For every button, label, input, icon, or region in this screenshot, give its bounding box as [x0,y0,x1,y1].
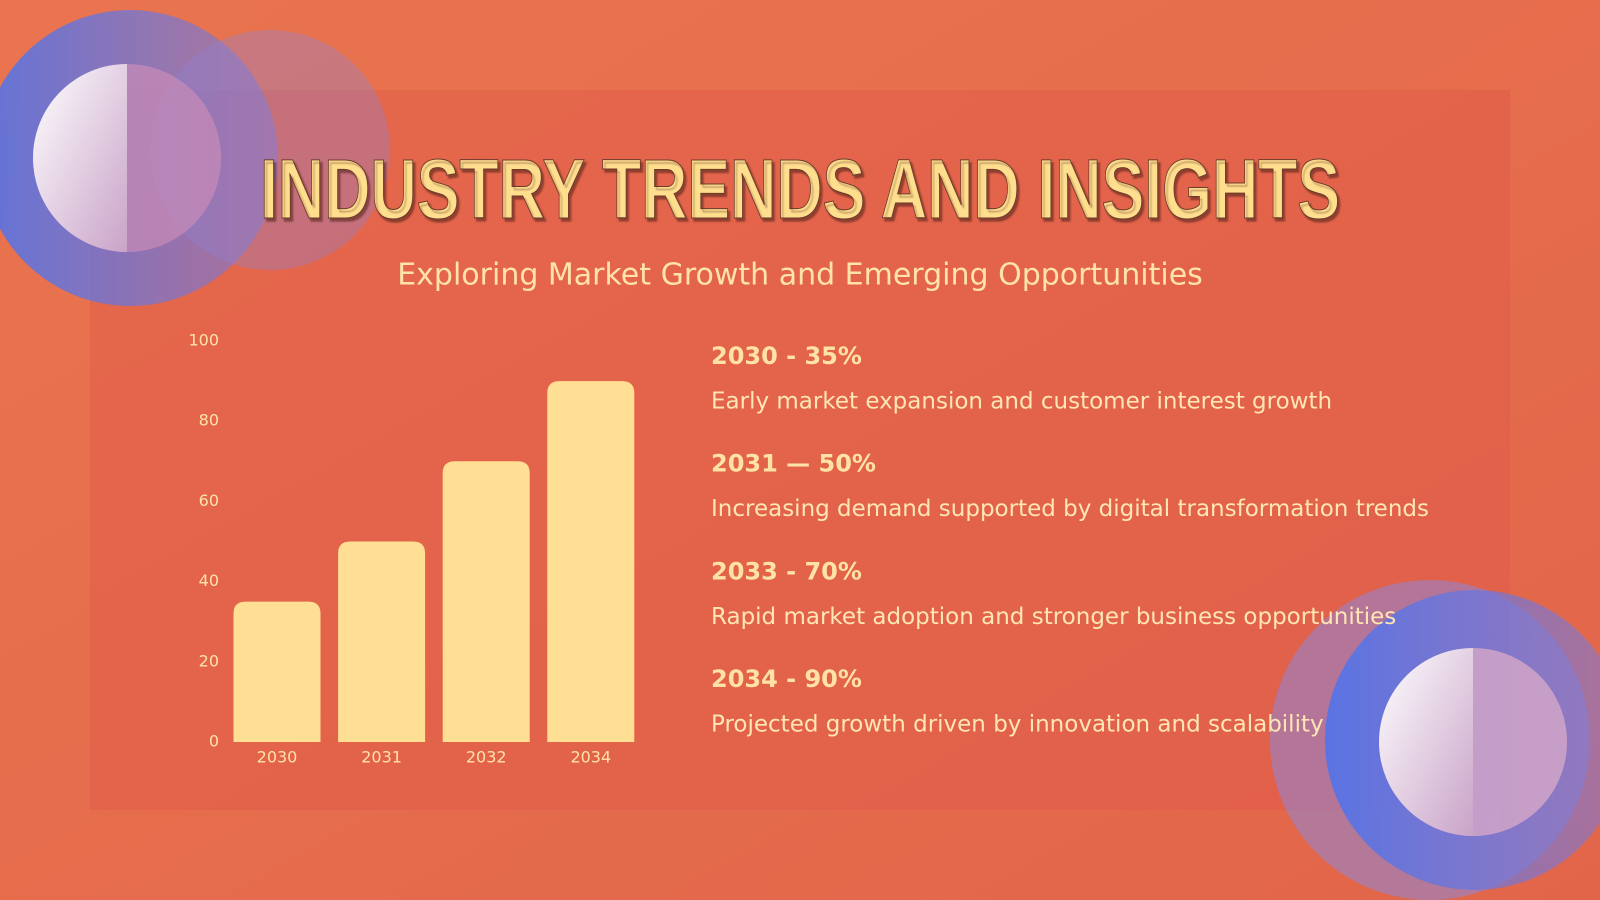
decoration-top-left [0,10,390,306]
y-tick-label: 0 [209,732,219,751]
insight-text: Projected growth driven by innovation an… [711,712,1324,738]
insight-text: Early market expansion and customer inte… [711,389,1332,415]
insight-text: Rapid market adoption and stronger busin… [711,604,1396,630]
x-tick-label: 2031 [361,748,402,767]
bar [233,601,321,742]
insight-heading: 2031 — 50% [711,450,876,478]
insights: 2030 - 35% Early market expansion and cus… [711,342,1429,738]
insight-heading: 2033 - 70% [711,557,862,585]
y-tick-label: 80 [199,411,219,430]
panel [90,90,1510,810]
x-tick-label: 2034 [570,748,611,767]
x-tick-label: 2030 [257,748,298,767]
chart-title: INDUSTRY TRENDS AND INSIGHTS [260,142,1340,236]
y-tick-label: 40 [199,571,219,590]
y-tick-label: 20 [199,651,219,670]
y-tick-label: 100 [188,331,219,350]
decoration-bottom-right [1270,580,1600,900]
x-tick-label: 2032 [466,748,507,767]
insight-heading: 2030 - 35% [711,342,862,370]
bar [338,541,426,742]
insight-text: Increasing demand supported by digital t… [711,496,1429,522]
insight-heading: 2034 - 90% [711,665,862,693]
y-tick-label: 60 [199,491,219,510]
bar [547,381,635,742]
chart-subtitle: Exploring Market Growth and Emerging Opp… [397,258,1203,293]
bar [442,461,530,742]
